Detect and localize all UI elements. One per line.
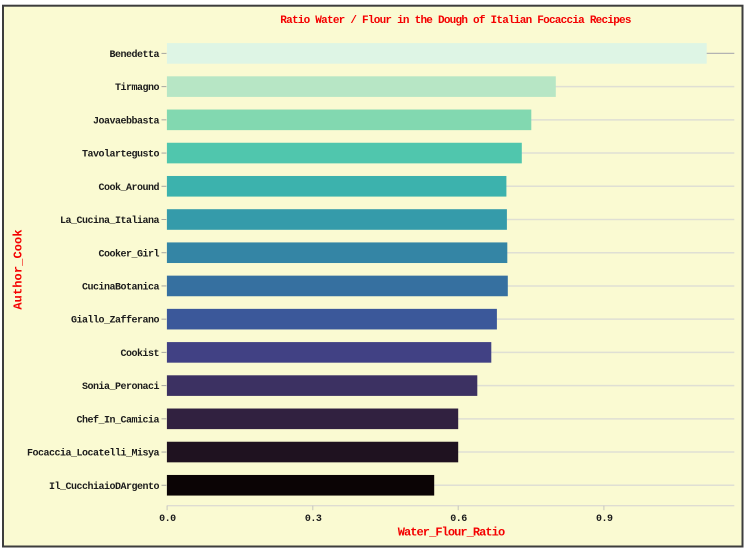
svg-text:Il_CucchiaioDArgento: Il_CucchiaioDArgento	[49, 481, 160, 493]
svg-text:Cook_Around: Cook_Around	[98, 182, 159, 194]
svg-text:La_Cucina_Italiana: La_Cucina_Italiana	[60, 215, 160, 227]
svg-text:0.6: 0.6	[450, 514, 467, 525]
svg-text:Giallo_Zafferano: Giallo_Zafferano	[71, 315, 160, 327]
svg-text:Joavaebbasta: Joavaebbasta	[93, 115, 160, 127]
svg-text:Tirmagno: Tirmagno	[115, 82, 160, 94]
svg-text:Sonia_Peronaci: Sonia_Peronaci	[82, 381, 160, 393]
svg-text:Focaccia_Locatelli_Misya: Focaccia_Locatelli_Misya	[27, 448, 160, 460]
svg-text:Ratio Water / Flour in the Dou: Ratio Water / Flour in the Dough of Ital…	[280, 15, 631, 27]
svg-text:Author_Cook: Author_Cook	[12, 229, 26, 309]
svg-text:Chef_In_Camicia: Chef_In_Camicia	[76, 414, 159, 426]
svg-text:0.0: 0.0	[159, 514, 176, 525]
svg-text:Tavolartegusto: Tavolartegusto	[82, 149, 160, 161]
svg-text:Water_Flour_Ratio: Water_Flour_Ratio	[398, 525, 505, 539]
svg-text:0.9: 0.9	[596, 514, 613, 525]
svg-text:CucinaBotanica: CucinaBotanica	[82, 281, 160, 293]
svg-text:Cookist: Cookist	[120, 348, 159, 360]
svg-text:Benedetta: Benedetta	[109, 49, 159, 61]
svg-text:0.3: 0.3	[305, 514, 322, 525]
svg-text:Cooker_Girl: Cooker_Girl	[98, 248, 159, 260]
